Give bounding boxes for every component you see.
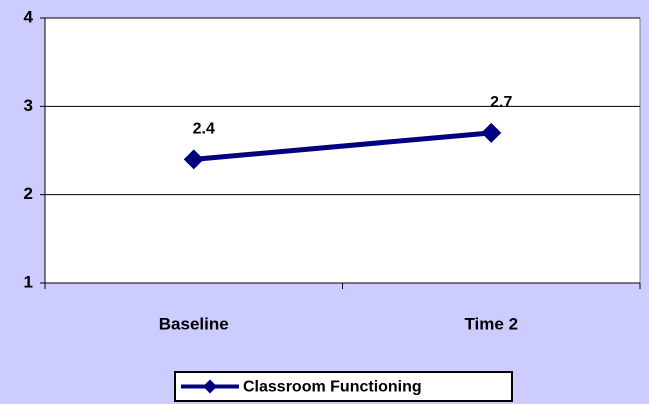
data-label: 2.4 bbox=[193, 121, 215, 138]
marker bbox=[183, 149, 204, 170]
data-label: 2.7 bbox=[490, 94, 512, 111]
plot-area bbox=[44, 17, 641, 284]
x-tick-label: Baseline bbox=[159, 314, 229, 333]
legend-label: Classroom Functioning bbox=[243, 379, 422, 396]
marker bbox=[481, 122, 502, 143]
line bbox=[193, 130, 492, 162]
y-tick-label: 2 bbox=[24, 184, 33, 203]
y-tick-label: 4 bbox=[24, 7, 34, 26]
y-tick-label: 3 bbox=[24, 96, 33, 115]
legend-marker bbox=[203, 379, 217, 394]
x-tick-label: Time 2 bbox=[464, 314, 518, 333]
y-tick-label: 1 bbox=[24, 272, 33, 291]
